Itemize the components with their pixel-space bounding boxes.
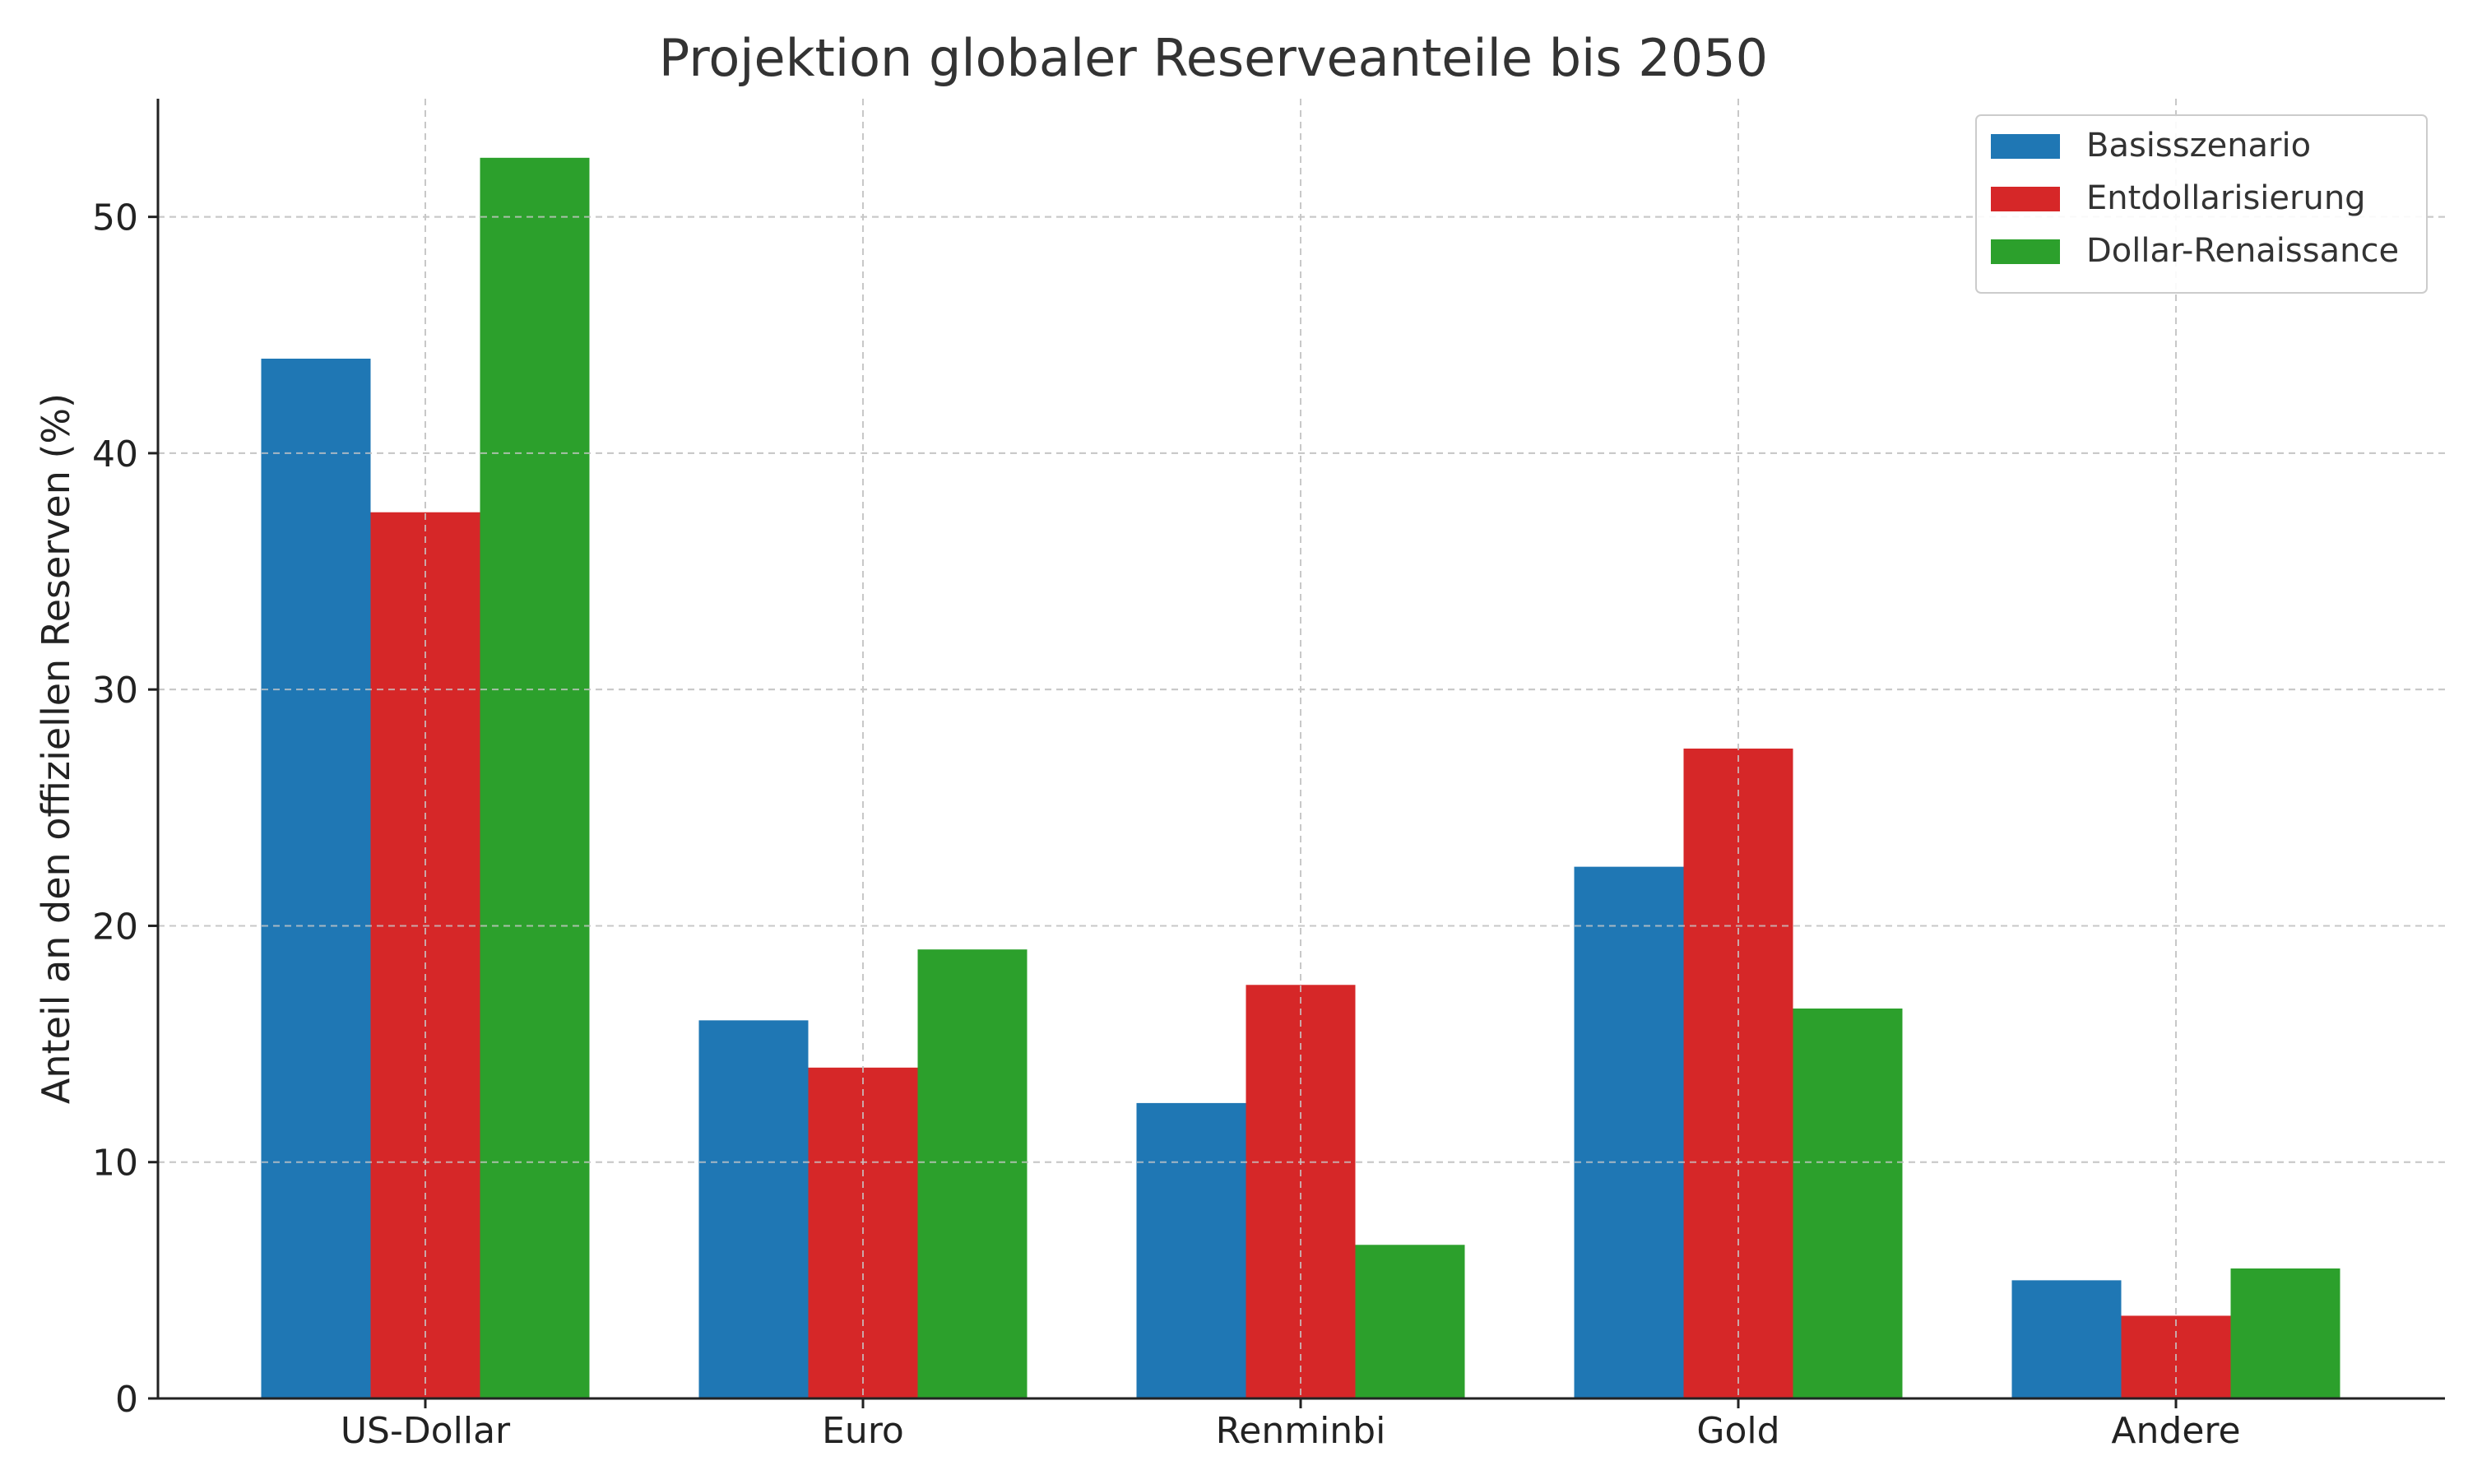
- bar-basisszenario-andere: [2011, 1280, 2122, 1398]
- bar-dollar-renaissance-us-dollar: [480, 157, 590, 1399]
- bar-dollar-renaissance-renminbi: [1355, 1245, 1465, 1398]
- bar-dollar-renaissance-andere: [2230, 1268, 2340, 1398]
- x-tick-label: Andere: [2111, 1410, 2240, 1452]
- legend-label: Basisszenario: [2086, 127, 2311, 165]
- y-axis-label: Anteil an den offiziellen Reserven (%): [34, 393, 78, 1104]
- bar-entdollarisierung-renminbi: [1246, 985, 1356, 1398]
- y-tick-label: 10: [92, 1143, 138, 1185]
- bars: [158, 99, 2445, 1399]
- y-tick-label: 20: [92, 906, 138, 948]
- y-tick-label: 50: [92, 197, 138, 239]
- x-tick-label: Gold: [1696, 1410, 1779, 1452]
- x-tick-label: Renminbi: [1216, 1410, 1386, 1452]
- bar-basisszenario-us-dollar: [261, 359, 371, 1398]
- legend-label: Entdollarisierung: [2086, 179, 2366, 217]
- chart-title: Projektion globaler Reserveanteile bis 2…: [659, 28, 1768, 88]
- x-tick-label: Euro: [822, 1410, 904, 1452]
- legend-swatch: [1991, 239, 2060, 264]
- bar-dollar-renaissance-euro: [917, 949, 1028, 1398]
- legend-swatch: [1991, 134, 2060, 159]
- y-tick-label: 0: [115, 1379, 138, 1421]
- bar-basisszenario-renminbi: [1136, 1102, 1246, 1398]
- legend-label: Dollar-Renaissance: [2086, 232, 2399, 270]
- bar-dollar-renaissance-gold: [1793, 1009, 1903, 1398]
- legend: Basisszenario Entdollarisierung Dollar-Ren…: [1975, 114, 2428, 294]
- bar-basisszenario-euro: [698, 1020, 809, 1398]
- bar-basisszenario-gold: [1574, 866, 1684, 1398]
- x-tick-label: US-Dollar: [341, 1410, 511, 1452]
- y-tick-label: 30: [92, 670, 138, 712]
- y-tick-label: 40: [92, 434, 138, 475]
- legend-box: [1975, 114, 2428, 294]
- legend-swatch: [1991, 187, 2060, 211]
- axes: 0 10 20 30 40 50 US-Dollar Euro Renminbi Gold Ande…: [92, 99, 2445, 1452]
